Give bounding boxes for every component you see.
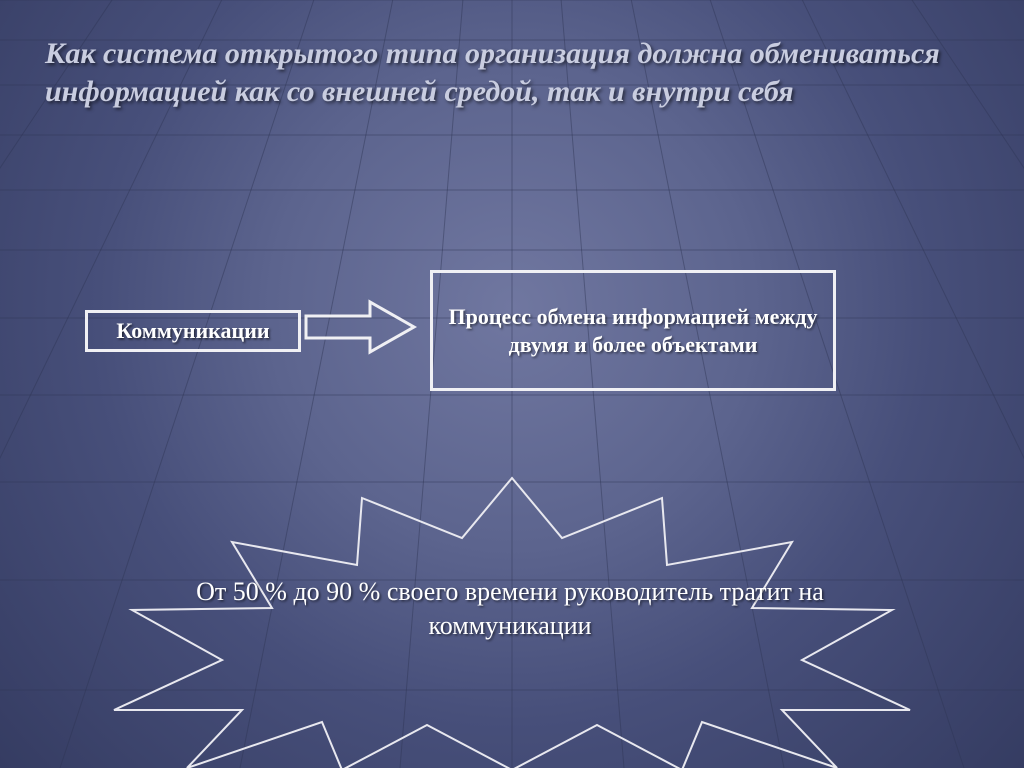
slide-title: Как система открытого типа организация д… [45, 35, 979, 110]
slide: Как система открытого типа организация д… [0, 0, 1024, 768]
box-communications-label: Коммуникации [116, 318, 269, 344]
box-process-exchange: Процесс обмена информацией между двумя и… [430, 270, 836, 391]
arrow-icon [300, 298, 420, 356]
box-process-exchange-label: Процесс обмена информацией между двумя и… [443, 303, 823, 358]
box-communications: Коммуникации [85, 310, 301, 352]
star-callout-text: От 50 % до 90 % своего времени руководит… [180, 575, 840, 643]
